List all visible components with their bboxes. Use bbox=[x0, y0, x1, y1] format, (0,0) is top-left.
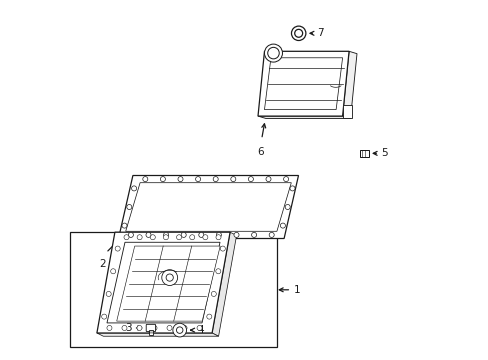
Circle shape bbox=[128, 233, 133, 238]
Circle shape bbox=[172, 323, 186, 337]
Circle shape bbox=[137, 325, 142, 330]
Circle shape bbox=[163, 233, 168, 238]
Circle shape bbox=[160, 177, 165, 182]
Circle shape bbox=[268, 233, 274, 238]
Circle shape bbox=[106, 292, 111, 297]
Circle shape bbox=[294, 30, 302, 37]
Circle shape bbox=[280, 223, 285, 228]
Bar bbox=[148, 330, 153, 335]
Polygon shape bbox=[125, 183, 291, 231]
Circle shape bbox=[107, 325, 112, 330]
Circle shape bbox=[211, 292, 216, 297]
Text: 1: 1 bbox=[293, 285, 300, 295]
FancyBboxPatch shape bbox=[146, 324, 155, 332]
Polygon shape bbox=[342, 51, 356, 118]
Polygon shape bbox=[118, 176, 298, 239]
Circle shape bbox=[264, 44, 282, 62]
Circle shape bbox=[233, 233, 239, 238]
Polygon shape bbox=[212, 232, 236, 336]
Polygon shape bbox=[258, 116, 350, 118]
Circle shape bbox=[150, 235, 155, 240]
Circle shape bbox=[167, 325, 172, 330]
Circle shape bbox=[182, 325, 187, 330]
Circle shape bbox=[142, 177, 147, 182]
Circle shape bbox=[131, 186, 136, 191]
Polygon shape bbox=[117, 246, 220, 321]
Circle shape bbox=[152, 325, 157, 330]
Circle shape bbox=[216, 235, 221, 240]
Circle shape bbox=[220, 246, 225, 251]
Circle shape bbox=[181, 233, 186, 238]
Circle shape bbox=[251, 233, 256, 238]
Circle shape bbox=[176, 235, 181, 240]
Text: 5: 5 bbox=[381, 148, 387, 158]
Circle shape bbox=[285, 204, 289, 210]
Circle shape bbox=[267, 48, 279, 59]
Text: 4: 4 bbox=[197, 325, 203, 335]
Circle shape bbox=[213, 177, 218, 182]
Circle shape bbox=[137, 235, 142, 240]
Polygon shape bbox=[258, 51, 348, 116]
Circle shape bbox=[178, 177, 183, 182]
Circle shape bbox=[110, 269, 116, 274]
Polygon shape bbox=[342, 105, 351, 118]
Circle shape bbox=[289, 186, 294, 191]
Circle shape bbox=[265, 177, 270, 182]
Polygon shape bbox=[97, 232, 230, 333]
Circle shape bbox=[115, 246, 120, 251]
Text: 3: 3 bbox=[125, 323, 132, 333]
Polygon shape bbox=[97, 333, 218, 336]
Circle shape bbox=[122, 223, 127, 228]
Circle shape bbox=[203, 235, 207, 240]
Circle shape bbox=[176, 327, 183, 333]
Circle shape bbox=[126, 204, 132, 210]
Circle shape bbox=[215, 269, 221, 274]
Text: 7: 7 bbox=[317, 28, 324, 38]
Circle shape bbox=[102, 314, 106, 319]
Text: 2: 2 bbox=[99, 259, 105, 269]
Bar bbox=[70, 232, 276, 347]
Circle shape bbox=[206, 314, 211, 319]
Circle shape bbox=[124, 235, 129, 240]
Circle shape bbox=[163, 235, 168, 240]
Circle shape bbox=[162, 270, 177, 285]
Circle shape bbox=[216, 233, 221, 238]
Circle shape bbox=[166, 274, 173, 281]
Circle shape bbox=[291, 26, 305, 40]
Circle shape bbox=[189, 235, 194, 240]
Bar bbox=[359, 150, 368, 157]
Circle shape bbox=[230, 177, 235, 182]
Circle shape bbox=[248, 177, 253, 182]
Circle shape bbox=[146, 233, 151, 238]
Polygon shape bbox=[107, 242, 220, 323]
Circle shape bbox=[195, 177, 200, 182]
Text: 6: 6 bbox=[257, 147, 264, 157]
Circle shape bbox=[199, 233, 203, 238]
Circle shape bbox=[283, 177, 288, 182]
Polygon shape bbox=[264, 58, 342, 110]
Circle shape bbox=[122, 325, 127, 330]
Circle shape bbox=[197, 325, 202, 330]
